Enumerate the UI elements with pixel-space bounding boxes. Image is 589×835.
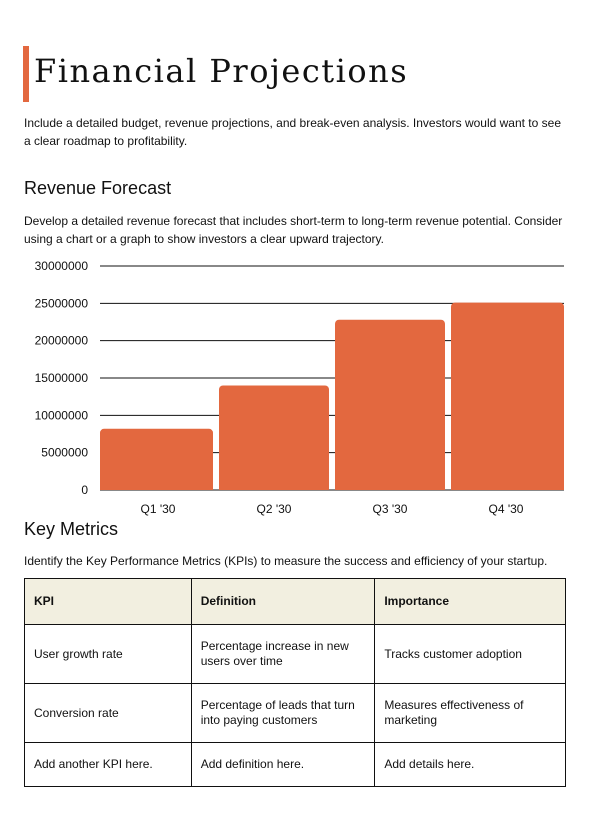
bar <box>451 302 564 490</box>
x-tick-label: Q2 '30 <box>257 502 292 516</box>
kpi-cell: Add another KPI here. <box>24 742 192 787</box>
table-row: Add another KPI here. Add definition her… <box>24 742 566 787</box>
importance-cell: Add details here. <box>374 742 566 787</box>
bar <box>219 385 329 490</box>
bar-base <box>219 484 329 490</box>
importance-cell: Measures effectiveness of marketing <box>374 683 566 743</box>
revenue-bar-chart: 0 5000000 10000000 15000000 20000000 25000000… <box>35 259 564 516</box>
revenue-forecast-heading: Revenue Forecast <box>24 178 172 198</box>
bar-base <box>100 484 213 490</box>
y-tick-label: 5000000 <box>41 446 88 460</box>
bar-base <box>335 484 445 490</box>
y-tick-label: 0 <box>81 483 88 497</box>
column-header-importance: Importance <box>374 578 566 625</box>
column-header-definition: Definition <box>190 578 376 625</box>
y-tick-label: 20000000 <box>35 334 89 348</box>
x-tick-label: Q3 '30 <box>373 502 408 516</box>
revenue-forecast-description: Develop a detailed revenue forecast that… <box>24 214 563 246</box>
key-metrics-description: Identify the Key Performance Metrics (KP… <box>24 554 548 568</box>
definition-cell: Percentage of leads that turn into payin… <box>190 683 376 743</box>
definition-cell: Add definition here. <box>190 742 376 787</box>
bar <box>100 428 213 490</box>
kpi-table: KPI Definition Importance User growth ra… <box>24 578 566 787</box>
table-row: Conversion rate Percentage of leads that… <box>24 683 566 743</box>
key-metrics-heading: Key Metrics <box>24 519 119 539</box>
intro-paragraph: Include a detailed budget, revenue proje… <box>24 116 561 148</box>
column-header-kpi: KPI <box>24 578 192 625</box>
bar-base <box>451 484 564 490</box>
y-tick-label: 25000000 <box>35 296 89 310</box>
kpi-cell: Conversion rate <box>24 683 192 743</box>
y-tick-label: 30000000 <box>35 259 89 273</box>
page-title: Financial Projections <box>34 52 409 90</box>
y-tick-label: 15000000 <box>35 371 89 385</box>
kpi-table-header-row: KPI Definition Importance <box>24 578 566 625</box>
kpi-cell: User growth rate <box>24 624 192 684</box>
bar <box>335 319 445 490</box>
x-tick-label: Q4 '30 <box>489 502 524 516</box>
x-tick-label: Q1 '30 <box>141 502 176 516</box>
y-tick-label: 10000000 <box>35 408 89 422</box>
title-accent-bar <box>23 46 29 102</box>
definition-cell: Percentage increase in new users over ti… <box>190 624 376 684</box>
importance-cell: Tracks customer adoption <box>374 624 566 684</box>
table-row: User growth rate Percentage increase in … <box>24 624 566 684</box>
